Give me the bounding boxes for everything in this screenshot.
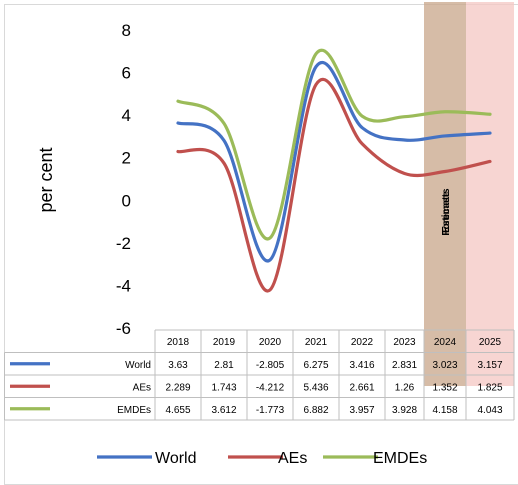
legend-label: EMDEs <box>373 450 427 467</box>
table-cell: 2.81 <box>214 360 234 371</box>
table-row-label: EMDEs <box>117 405 151 416</box>
table-cell: 1.352 <box>432 382 457 393</box>
shaded-region-label: Estimate <box>441 191 452 233</box>
series-line-world <box>176 61 492 263</box>
table-cell: 4.655 <box>165 405 190 416</box>
x-tick-label: 2020 <box>259 337 282 348</box>
x-tick-label: 2021 <box>305 337 328 348</box>
y-tick-label: 6 <box>122 64 131 83</box>
legend-label: AEs <box>278 450 307 467</box>
table-cell: 3.63 <box>168 360 188 371</box>
x-tick-label: 2018 <box>167 337 190 348</box>
table-cell: 3.612 <box>211 405 236 416</box>
x-tick-label: 2023 <box>393 337 416 348</box>
y-tick-label: 8 <box>122 21 131 40</box>
table-cell: 2.831 <box>392 360 417 371</box>
table-cell: 1.26 <box>395 382 415 393</box>
table-cell: 2.661 <box>349 382 374 393</box>
x-tick-label: 2025 <box>479 337 502 348</box>
table-cell: 5.436 <box>303 382 328 393</box>
table-cell: 3.416 <box>349 360 374 371</box>
table-cell: -2.805 <box>256 360 285 371</box>
shaded-region-2025 <box>466 2 514 386</box>
y-tick-label: 2 <box>122 149 131 168</box>
table-cell: 1.825 <box>477 382 502 393</box>
series-line-emdes <box>176 48 492 241</box>
y-tick-label: 0 <box>122 191 131 210</box>
table-cell: -1.773 <box>256 405 285 416</box>
table-cell: 4.043 <box>477 405 502 416</box>
series-line-aes <box>176 78 492 293</box>
table-cell: 3.157 <box>477 360 502 371</box>
legend-label: World <box>155 450 197 467</box>
table-cell: 1.743 <box>211 382 236 393</box>
y-tick-label: -6 <box>116 319 131 338</box>
y-tick-label: -2 <box>116 234 131 253</box>
x-tick-label: 2019 <box>213 337 236 348</box>
x-tick-label: 2024 <box>434 337 457 348</box>
table-cell: 4.158 <box>432 405 457 416</box>
shaded-region-label: Forecasts <box>441 188 452 236</box>
y-tick-label: -4 <box>116 276 131 295</box>
table-cell: 3.023 <box>432 360 457 371</box>
table-cell: 2.289 <box>165 382 190 393</box>
table-row-label: AEs <box>133 382 151 393</box>
table-cell: -4.212 <box>256 382 285 393</box>
table-cell: 6.882 <box>303 405 328 416</box>
table-cell: 3.928 <box>392 405 417 416</box>
table-cell: 6.275 <box>303 360 328 371</box>
table-cell: 3.957 <box>349 405 374 416</box>
y-axis-label: per cent <box>36 147 56 212</box>
table-row-label: World <box>125 360 151 371</box>
y-tick-label: 4 <box>122 106 131 125</box>
shaded-region-2024 <box>424 2 466 386</box>
x-tick-label: 2022 <box>351 337 374 348</box>
